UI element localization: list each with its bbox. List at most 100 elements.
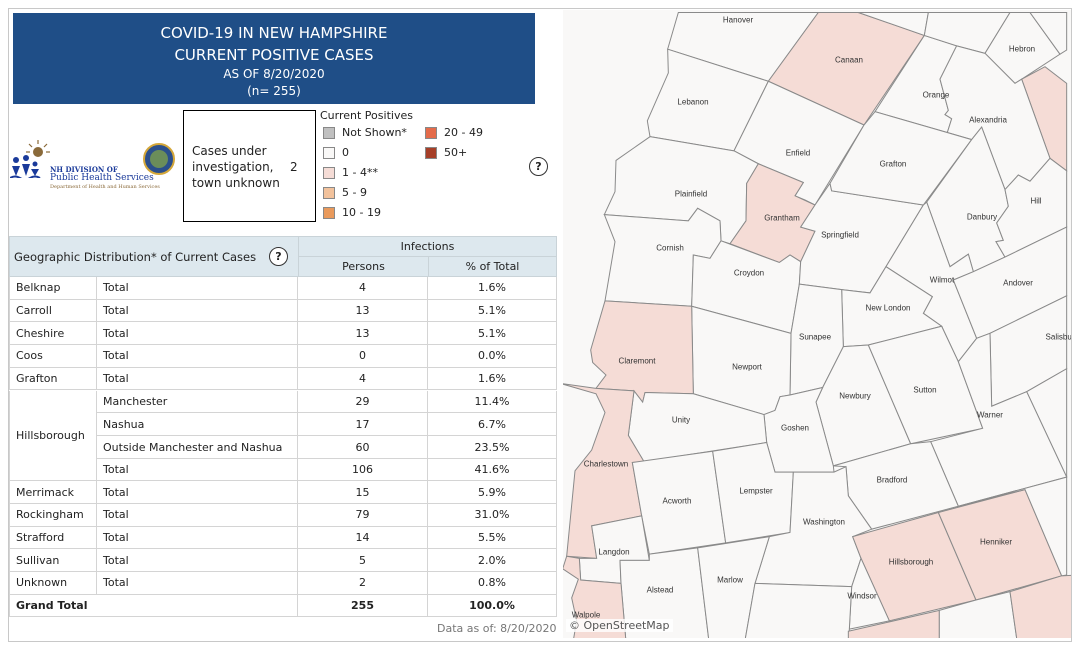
legend-item[interactable]: 5 - 9 [323, 186, 367, 199]
town-label: Sutton [913, 385, 937, 395]
pct-cell: 6.7% [428, 413, 557, 436]
town-label: Henniker [979, 537, 1013, 547]
table-row[interactable]: Cheshire Total 13 5.1% [9, 322, 557, 346]
subregion-cell: Total [97, 572, 298, 594]
table-row[interactable]: Grafton Total 4 1.6% [9, 367, 557, 391]
subregion-cell: Outside Manchester and Nashua [97, 435, 298, 459]
table-row[interactable]: Strafford Total 14 5.5% [9, 526, 557, 550]
table-row[interactable]: Carroll Total 13 5.1% [9, 299, 557, 323]
persons-cell: 4 [298, 277, 428, 299]
table-row[interactable]: Outside Manchester and Nashua 60 23.5% [9, 435, 557, 459]
county-cell: Coos [9, 345, 97, 367]
town-polygon-walpole[interactable] [563, 556, 627, 638]
subregion-cell: Total [97, 367, 298, 390]
persons-cell: 0 [298, 345, 428, 367]
county-cell: Belknap [9, 277, 97, 299]
legend-swatch [425, 146, 437, 159]
unknown-town-value: 2 [290, 160, 298, 174]
persons-header[interactable]: Persons [298, 256, 429, 277]
table-row[interactable]: Belknap Total 4 1.6% [9, 277, 557, 300]
town-label: Washington [803, 517, 845, 527]
dashboard-frame [8, 8, 1072, 642]
table-row[interactable]: Manchester 29 11.4% [9, 390, 557, 414]
county-cell: Rockingham [9, 504, 97, 526]
town-polygon-hillsborough[interactable] [853, 513, 976, 621]
table-row[interactable]: Nashua 17 6.7% [9, 413, 557, 436]
table-row[interactable]: Unknown Total 2 0.8% [9, 572, 557, 595]
town-label: Claremont [618, 356, 656, 366]
subregion-cell: Total [97, 458, 298, 481]
legend-item[interactable]: 0 [323, 146, 349, 159]
town-label: Goshen [780, 423, 810, 433]
persons-cell: 5 [298, 549, 428, 572]
town-polygon[interactable] [848, 610, 939, 638]
town-map[interactable]: Hanover Canaan Hebron Orange Alexandria Leban… [563, 10, 1071, 638]
legend-item[interactable]: 50+ [425, 146, 467, 159]
subregion-cell: Total [97, 526, 298, 549]
legend-item[interactable]: Not Shown* [323, 126, 407, 139]
pct-cell: 23.5% [428, 435, 557, 459]
logo-line-1: NH DIVISION OF [50, 165, 118, 174]
town-polygon-warner[interactable] [931, 333, 1067, 506]
legend-item[interactable]: 1 - 4** [323, 166, 378, 179]
pct-header[interactable]: % of Total [428, 256, 557, 277]
pct-cell: 0.8% [428, 572, 557, 594]
nh-dphs-logo: NH DIVISION OF Public Health Services De… [10, 138, 180, 198]
legend-item[interactable]: 20 - 49 [425, 126, 483, 139]
town-label: Alstead [646, 585, 674, 595]
row-divider [97, 412, 557, 414]
persons-cell: 29 [298, 390, 428, 414]
town-label: Warner [977, 410, 1003, 420]
pct-cell: 31.0% [428, 504, 557, 526]
pct-cell: 1.6% [428, 277, 557, 299]
grand-total-row[interactable]: Grand Total 255 100.0% [9, 594, 557, 618]
persons-cell: 2 [298, 572, 428, 594]
legend-item[interactable]: 10 - 19 [323, 206, 381, 219]
town-label: Canaan [834, 55, 864, 65]
town-polygon[interactable] [1010, 575, 1071, 638]
subregion-cell: Total [97, 277, 298, 299]
town-label: Andover [1003, 278, 1033, 288]
town-label: Newport [732, 362, 762, 372]
town-polygon-acworth[interactable] [632, 451, 725, 554]
town-polygon[interactable] [1030, 13, 1067, 55]
pct-cell: 5.9% [428, 481, 557, 503]
title-line-2: CURRENT POSITIVE CASES [174, 46, 374, 64]
grand-total-persons: 255 [298, 594, 428, 617]
title-date: AS OF 8/20/2020 [223, 67, 325, 81]
grand-total-label: Grand Total [9, 594, 298, 617]
legend-label: 10 - 19 [342, 206, 381, 219]
town-polygon[interactable] [743, 583, 851, 638]
title-banner: COVID-19 IN NEW HAMPSHIRE CURRENT POSITI… [13, 13, 535, 104]
pct-cell: 5.1% [428, 299, 557, 322]
table-row[interactable]: Sullivan Total 5 2.0% [9, 549, 557, 573]
table-row[interactable]: Merrimack Total 15 5.9% [9, 481, 557, 504]
map-attribution[interactable]: © OpenStreetMap [566, 619, 673, 632]
legend-help-icon[interactable]: ? [529, 157, 548, 176]
persons-cell: 13 [298, 299, 428, 322]
legend: Current Positives Not Shown* 0 1 - 4** 5 - … [320, 109, 483, 219]
county-cell: Cheshire [9, 322, 97, 345]
unknown-town-cases-box: Cases under investigation, town unknown … [183, 110, 316, 222]
town-label: Hill [1030, 196, 1042, 206]
town-label: Croydon [733, 268, 765, 278]
town-polygon-canaan[interactable] [768, 13, 924, 126]
town-label: Salisbury [1045, 332, 1071, 342]
grand-total-pct: 100.0% [428, 594, 557, 617]
table-row[interactable]: Coos Total 0 0.0% [9, 345, 557, 368]
table-row[interactable]: Rockingham Total 79 31.0% [9, 504, 557, 527]
unknown-town-label: Cases under investigation, town unknown [192, 144, 280, 190]
legend-label: 0 [342, 146, 349, 159]
persons-cell: 4 [298, 367, 428, 390]
town-label: Alexandria [969, 115, 1007, 125]
town-polygon-claremont[interactable] [591, 301, 694, 404]
county-cell: Unknown [9, 572, 97, 594]
pct-cell: 0.0% [428, 345, 557, 367]
subregion-cell: Total [97, 549, 298, 572]
county-cell: Sullivan [9, 549, 97, 572]
table-row[interactable]: Total 106 41.6% [9, 458, 557, 482]
row-divider [97, 457, 557, 459]
table-help-icon[interactable]: ? [269, 247, 288, 266]
persons-cell: 14 [298, 526, 428, 549]
subregion-cell: Manchester [97, 390, 298, 414]
